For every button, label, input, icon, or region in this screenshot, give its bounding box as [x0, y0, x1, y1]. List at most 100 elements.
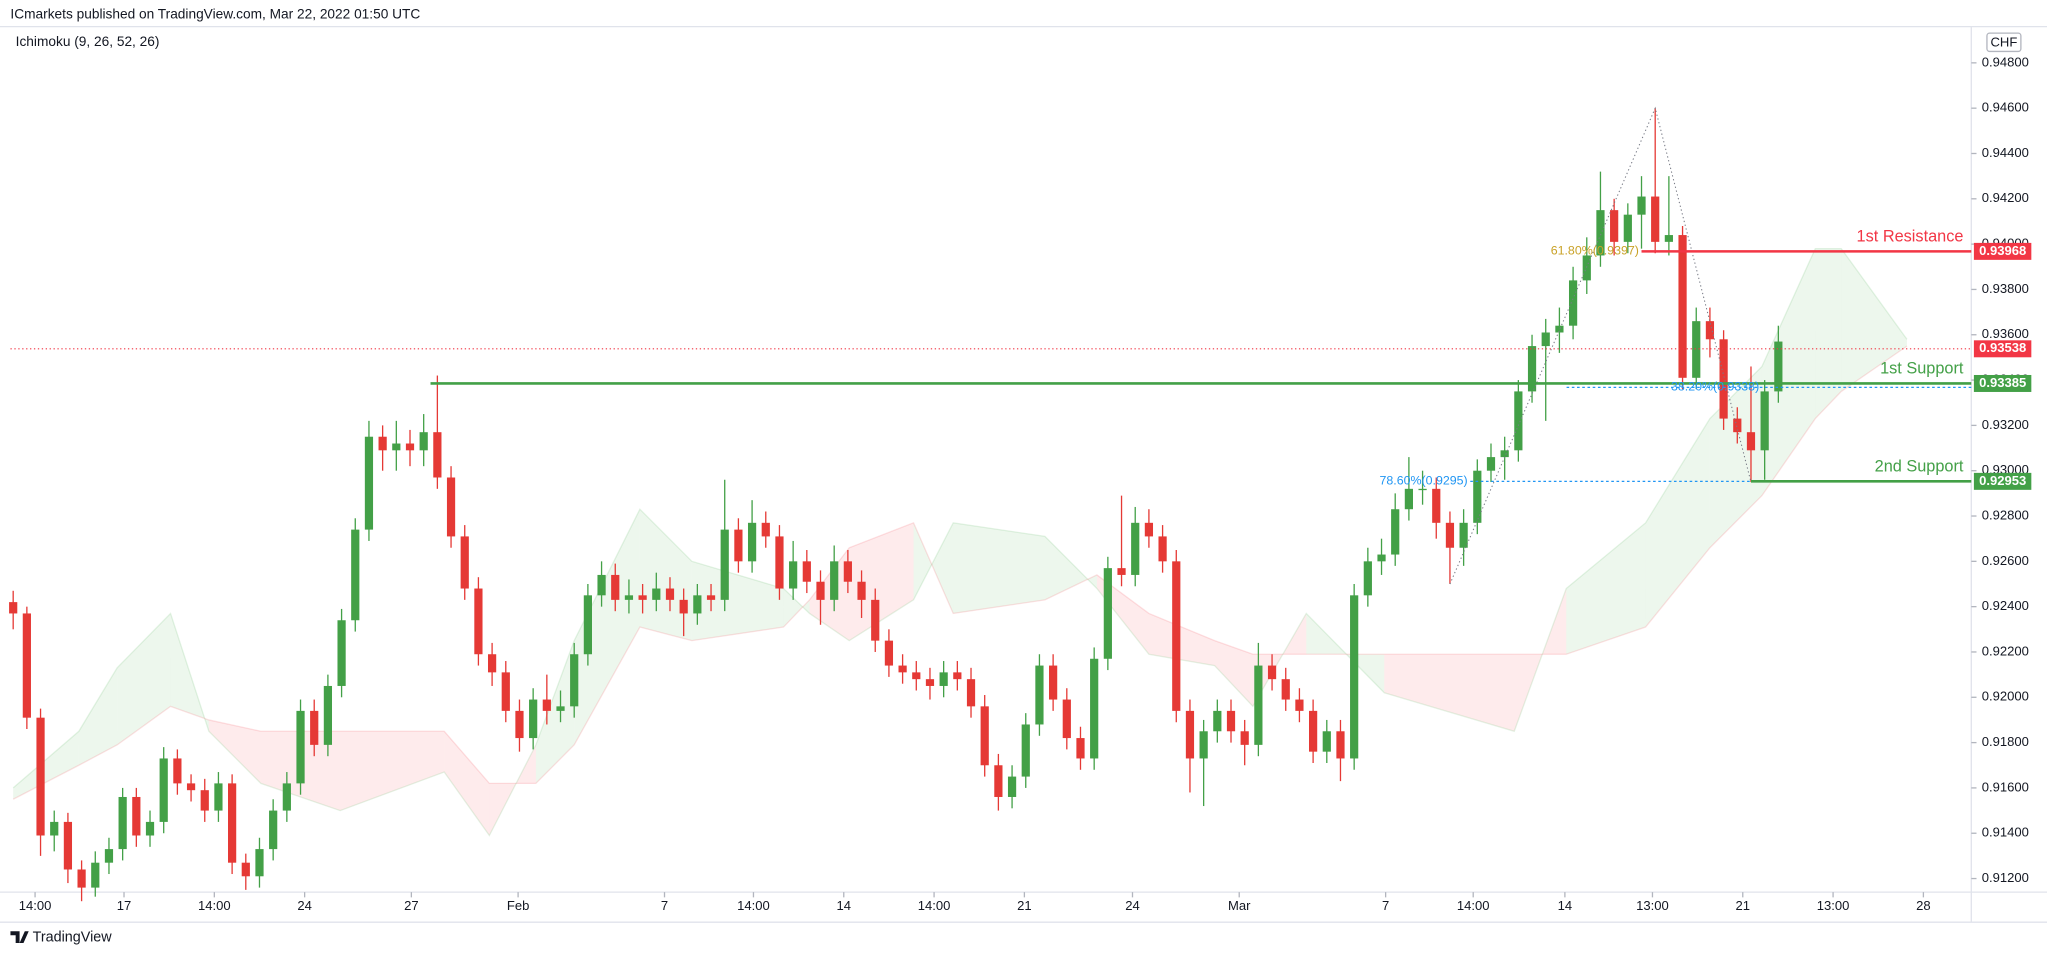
candle-body — [22, 613, 31, 718]
x-tick-label: 14:00 — [918, 898, 951, 913]
candle-body — [1664, 235, 1673, 242]
candle-body — [9, 602, 18, 614]
candles-layer — [9, 108, 1783, 902]
currency-label: CHF — [1991, 34, 2018, 49]
y-tick-label: 0.93800 — [1982, 281, 2029, 296]
y-tick-label: 0.91200 — [1982, 870, 2029, 885]
cloud-fill — [78, 667, 118, 766]
candle-body — [1719, 339, 1728, 419]
candle-body — [611, 574, 620, 600]
x-tick-label: 21 — [1017, 898, 1032, 913]
candle-body — [1281, 679, 1290, 700]
candle-body — [186, 783, 196, 791]
candle-body — [433, 432, 442, 478]
candle-body — [1322, 731, 1331, 752]
y-tick-label: 0.92400 — [1982, 598, 2029, 613]
candle-body — [1336, 731, 1345, 759]
level-badge — [1973, 472, 2032, 490]
candle-body — [255, 849, 264, 877]
footer-text: TradingView — [33, 930, 113, 946]
x-tick-label: Mar — [1228, 898, 1251, 913]
candle-body — [323, 685, 333, 745]
candle-body — [720, 529, 729, 600]
cloud-fill — [639, 509, 692, 641]
candle-body — [214, 783, 223, 811]
candle-body — [624, 595, 634, 600]
candle-body — [953, 672, 962, 680]
level-price-label: 0.92953 — [1979, 473, 2026, 488]
candle-body — [1568, 280, 1578, 326]
cloud-fill — [489, 744, 536, 836]
x-tick-label: 7 — [661, 898, 668, 913]
candle-body — [871, 599, 880, 641]
x-tick-label: 24 — [1125, 898, 1140, 913]
candle-body — [1035, 665, 1044, 725]
candle-body — [145, 821, 155, 836]
candle-body — [939, 672, 948, 686]
candle-body — [104, 849, 114, 863]
cloud-fill — [1841, 248, 1907, 392]
candle-body — [1199, 731, 1208, 759]
candle-body — [693, 595, 702, 614]
candle-body — [925, 679, 935, 686]
candle-body — [583, 595, 592, 655]
level-badge — [1973, 374, 2032, 392]
candle-body — [1705, 321, 1715, 340]
candle-body — [1418, 488, 1427, 491]
candle-body — [241, 862, 250, 877]
y-tick-label: 0.93200 — [1982, 417, 2029, 432]
candle-body — [1090, 658, 1099, 759]
candle-body — [1541, 332, 1550, 347]
candle-body — [296, 710, 305, 784]
level-name: 1st Resistance — [1857, 227, 1964, 245]
candle-body — [912, 672, 921, 680]
candle-body — [542, 699, 551, 711]
candle-body — [734, 529, 743, 562]
candle-body — [460, 536, 469, 589]
candle-body — [1637, 196, 1646, 215]
candle-body — [843, 561, 852, 582]
candle-body — [966, 679, 976, 707]
candle-body — [994, 765, 1003, 797]
cloud-fill — [953, 522, 1045, 614]
candle-body — [1350, 595, 1359, 759]
candle-body — [515, 710, 524, 739]
candle-body — [63, 821, 73, 870]
candle-body — [173, 758, 182, 784]
candle-body — [1555, 325, 1564, 333]
candle-body — [378, 436, 387, 451]
candle-body — [747, 522, 757, 562]
candle-body — [652, 588, 661, 600]
cloud-fill — [13, 731, 79, 800]
x-tick-label: 27 — [404, 898, 419, 913]
cloud-fill — [691, 561, 784, 641]
cloud-fill — [1214, 640, 1253, 707]
candle-body — [1391, 509, 1400, 555]
x-tick-label: 14:00 — [1457, 898, 1490, 913]
cloud-fill — [535, 640, 575, 784]
candle-body — [1582, 255, 1591, 281]
fib-label: 38.20%(0.9338) — [1671, 380, 1759, 394]
cloud-fill — [1761, 248, 1816, 496]
candle-body — [1007, 776, 1017, 797]
candle-body — [1746, 432, 1756, 451]
candle-body — [1076, 738, 1085, 759]
x-tick-label: 13:00 — [1636, 898, 1669, 913]
candle-body — [1309, 710, 1318, 752]
y-tick-label: 0.92000 — [1982, 689, 2029, 704]
cloud-fill — [809, 547, 850, 641]
cloud-fill — [444, 731, 490, 836]
candle-body — [802, 561, 811, 582]
candle-body — [816, 581, 825, 600]
cloud-fill — [574, 509, 640, 745]
candle-body — [487, 654, 497, 673]
cloud-fill — [1514, 588, 1567, 732]
y-tick-label: 0.94800 — [1982, 54, 2029, 69]
candle-body — [789, 561, 798, 589]
candle-body — [159, 758, 168, 822]
y-tick-label: 0.94600 — [1982, 100, 2029, 115]
cloud-fill — [208, 719, 261, 784]
candle-body — [529, 699, 538, 739]
candle-body — [1377, 554, 1386, 562]
